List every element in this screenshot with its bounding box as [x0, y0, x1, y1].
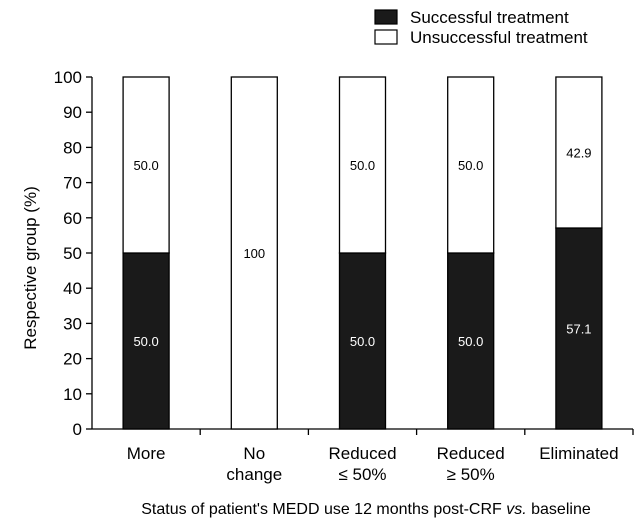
x-tick-label-line: More [127, 444, 166, 463]
x-tick-label: Reduced ≥ 50% [437, 444, 505, 484]
y-tick-label: 20 [63, 350, 82, 369]
caption-prefix: Status of patient's MEDD use 12 months p… [141, 501, 506, 518]
x-tick-label: Eliminated [539, 444, 618, 463]
legend-label: Successful treatment [410, 8, 569, 27]
legend-swatch [375, 30, 397, 44]
y-tick-label: 60 [63, 209, 82, 228]
bars: 50.0 50.0 100 50.0 50.0 50.0 50.0 57.1 42.9 [123, 77, 602, 429]
data-label: 50.0 [133, 158, 158, 173]
data-label: 50.0 [350, 158, 375, 173]
y-tick-label: 10 [63, 385, 82, 404]
x-tick-label-line: ≥ 50% [447, 465, 495, 484]
y-tick-label: 80 [63, 138, 82, 157]
y-tick-label: 50 [63, 244, 82, 263]
x-tick-label-line: Reduced [328, 444, 396, 463]
x-tick-label-line: No [243, 444, 265, 463]
legend-label: Unsuccessful treatment [410, 28, 588, 47]
y-tick-label: 90 [63, 103, 82, 122]
data-label: 100 [243, 246, 265, 261]
x-tick-label-line: ≤ 50% [338, 465, 386, 484]
y-tick-label: 70 [63, 174, 82, 193]
data-label: 50.0 [458, 158, 483, 173]
data-label: 50.0 [133, 334, 158, 349]
y-axis-title: Respective group (%) [21, 186, 40, 349]
data-label: 50.0 [350, 334, 375, 349]
x-tick-label: More [127, 444, 166, 463]
x-axis-caption: Status of patient's MEDD use 12 months p… [141, 501, 591, 518]
x-tick-label-line: change [226, 465, 282, 484]
data-label: 57.1 [566, 322, 591, 337]
x-tick-label: No change [226, 444, 282, 484]
x-tick-label-line: Reduced [437, 444, 505, 463]
y-tick-label: 30 [63, 314, 82, 333]
y-tick-label: 0 [73, 420, 82, 439]
data-label: 42.9 [566, 146, 591, 161]
y-tick-label: 100 [54, 68, 82, 87]
x-tick-label-line: Eliminated [539, 444, 618, 463]
data-label: 50.0 [458, 334, 483, 349]
caption-italic: vs. [506, 501, 526, 518]
y-tick-label: 40 [63, 279, 82, 298]
x-tick-label: Reduced ≤ 50% [328, 444, 396, 484]
legend-swatch [375, 10, 397, 24]
caption-suffix: baseline [527, 501, 591, 518]
